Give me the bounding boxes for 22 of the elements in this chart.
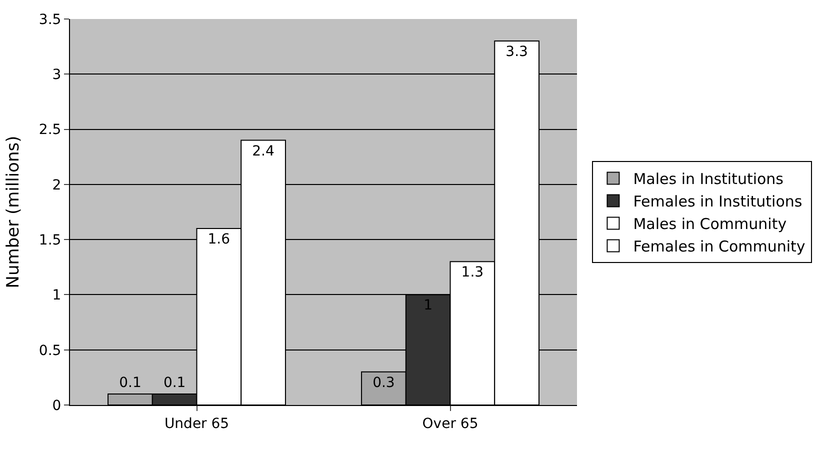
y-tick-label: 2: [52, 177, 62, 194]
y-tick-label: 0: [52, 398, 62, 414]
legend-label: Females in Community: [633, 238, 806, 256]
legend-label: Females in Institutions: [633, 192, 802, 211]
data-label: 1.3: [461, 264, 484, 281]
data-label: 0.1: [119, 374, 142, 391]
data-label: 1.6: [208, 232, 230, 248]
legend-label: Males in Community: [633, 215, 787, 234]
y-tick-label: 3.5: [38, 12, 62, 28]
data-label: 3.3: [506, 44, 528, 60]
y-tick-label: 0.5: [38, 342, 62, 359]
data-label: 0.1: [163, 374, 186, 391]
x-tick-label: Over 65: [422, 416, 478, 432]
y-axis-title: Number (millions): [3, 136, 24, 288]
y-tick-label: 1: [52, 288, 62, 304]
y-tick-label: 1.5: [38, 232, 62, 248]
y-tick-label: 3: [52, 67, 62, 84]
legend-label: Males in Institutions: [633, 170, 784, 188]
y-tick-label: 2.5: [38, 122, 62, 138]
data-label: 2.4: [252, 143, 274, 160]
data-label: 0.3: [372, 374, 395, 391]
x-tick-label: Under 65: [164, 416, 230, 432]
